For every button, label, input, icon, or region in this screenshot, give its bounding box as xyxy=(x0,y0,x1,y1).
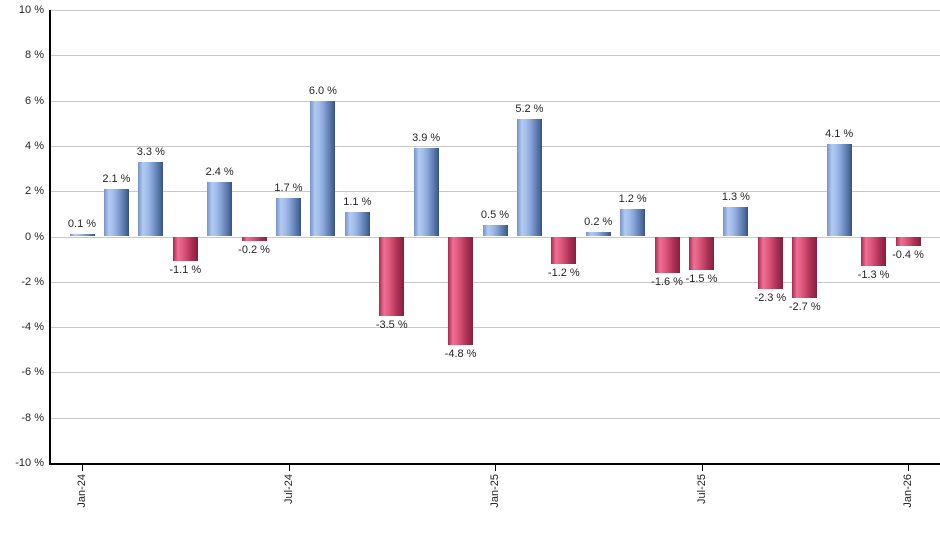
gridline xyxy=(50,236,940,238)
bar-value-label: 3.9 % xyxy=(412,132,441,145)
y-tick-label: -4 % xyxy=(21,321,44,334)
bar-Jan-25 xyxy=(482,225,508,237)
bar-Apr-24 xyxy=(172,236,198,262)
bar-value-label: -1.5 % xyxy=(685,273,718,286)
bar-Jul-24 xyxy=(276,197,301,237)
bar-Sep-24 xyxy=(344,211,370,237)
x-tick-label: Jan-25 xyxy=(489,474,501,508)
gridline xyxy=(50,281,940,283)
bar-value-label: 2.1 % xyxy=(102,172,131,185)
bar-Feb-24 xyxy=(103,188,129,237)
bar-value-label: 1.3 % xyxy=(721,191,750,204)
bar-value-label: 1.1 % xyxy=(343,195,372,208)
x-tick-mark xyxy=(495,464,496,471)
bar-Jun-24 xyxy=(241,236,267,242)
x-tick-label: Jul-25 xyxy=(695,474,708,504)
bar-value-label: 5.2 % xyxy=(515,102,544,115)
bar-Aug-24 xyxy=(310,100,336,237)
bar-May-25 xyxy=(620,209,646,237)
y-tick-label: 0 % xyxy=(25,230,44,243)
bar-Oct-25 xyxy=(792,236,818,298)
bar-Apr-25 xyxy=(585,231,611,237)
bar-Jan-26 xyxy=(895,236,921,246)
y-tick-label: 4 % xyxy=(25,139,44,152)
bar-May-24 xyxy=(207,182,233,237)
bar-Nov-25 xyxy=(826,143,852,237)
bar-value-label: -1.3 % xyxy=(857,268,890,281)
y-tick-label: 8 % xyxy=(25,49,44,62)
x-tick-label: Jan-24 xyxy=(76,474,88,508)
gridline xyxy=(50,55,940,57)
bar-value-label: -0.4 % xyxy=(892,248,924,261)
y-tick-label: 2 % xyxy=(25,185,44,198)
bar-Dec-24 xyxy=(448,236,474,346)
bar-value-label: 1.2 % xyxy=(618,193,647,206)
bar-value-label: -3.5 % xyxy=(375,318,408,331)
gridline xyxy=(50,191,940,193)
y-axis-line xyxy=(49,10,51,465)
x-tick-mark xyxy=(288,464,290,471)
bar-value-label: 4.1 % xyxy=(825,127,854,140)
bar-value-label: 0.5 % xyxy=(480,209,510,222)
y-tick-label: -10 % xyxy=(15,457,44,469)
gridline xyxy=(50,10,940,11)
bar-value-label: -2.3 % xyxy=(754,291,787,304)
y-tick-label: -6 % xyxy=(21,366,44,379)
bar-value-label: 6.0 % xyxy=(308,84,337,97)
gridline xyxy=(50,417,940,419)
x-tick-label: Jan-26 xyxy=(902,474,914,508)
bar-Nov-24 xyxy=(413,148,439,237)
bar-Mar-24 xyxy=(138,161,164,237)
bar-value-label: 0.2 % xyxy=(584,215,613,228)
gridline xyxy=(50,100,940,102)
bar-Dec-25 xyxy=(861,236,887,266)
bar-value-label: -2.7 % xyxy=(788,300,821,313)
bar-Oct-24 xyxy=(379,236,405,316)
bar-value-label: 1.7 % xyxy=(274,181,303,194)
bar-Sep-25 xyxy=(757,236,783,289)
bar-value-label: -1.6 % xyxy=(651,275,683,288)
bar-Mar-25 xyxy=(551,236,577,264)
bar-value-label: -1.1 % xyxy=(169,264,202,277)
bar-value-label: -1.2 % xyxy=(547,266,580,279)
x-tick-mark xyxy=(701,464,703,471)
gridline xyxy=(50,327,940,329)
y-tick-label: 10 % xyxy=(18,4,44,16)
x-tick-mark xyxy=(82,464,83,471)
bar-Aug-25 xyxy=(723,207,749,237)
bar-Jan-24 xyxy=(69,234,95,237)
bar-Jun-25 xyxy=(654,236,680,273)
bar-value-label: -0.2 % xyxy=(238,244,270,257)
x-axis-line xyxy=(49,463,940,465)
bar-value-label: -4.8 % xyxy=(444,348,477,361)
bar-value-label: 2.4 % xyxy=(205,166,234,179)
y-tick-label: -2 % xyxy=(21,275,44,288)
x-tick-label: Jul-24 xyxy=(282,474,295,504)
bar-Jul-25 xyxy=(689,236,714,271)
bar-Feb-25 xyxy=(516,118,542,237)
bar-value-label: 3.3 % xyxy=(136,145,165,158)
x-tick-mark xyxy=(908,464,909,471)
bar-value-label: 0.1 % xyxy=(67,218,97,231)
y-tick-label: -8 % xyxy=(21,411,44,424)
gridline xyxy=(50,372,940,374)
gridline xyxy=(50,145,940,147)
y-tick-label: 6 % xyxy=(25,94,44,107)
